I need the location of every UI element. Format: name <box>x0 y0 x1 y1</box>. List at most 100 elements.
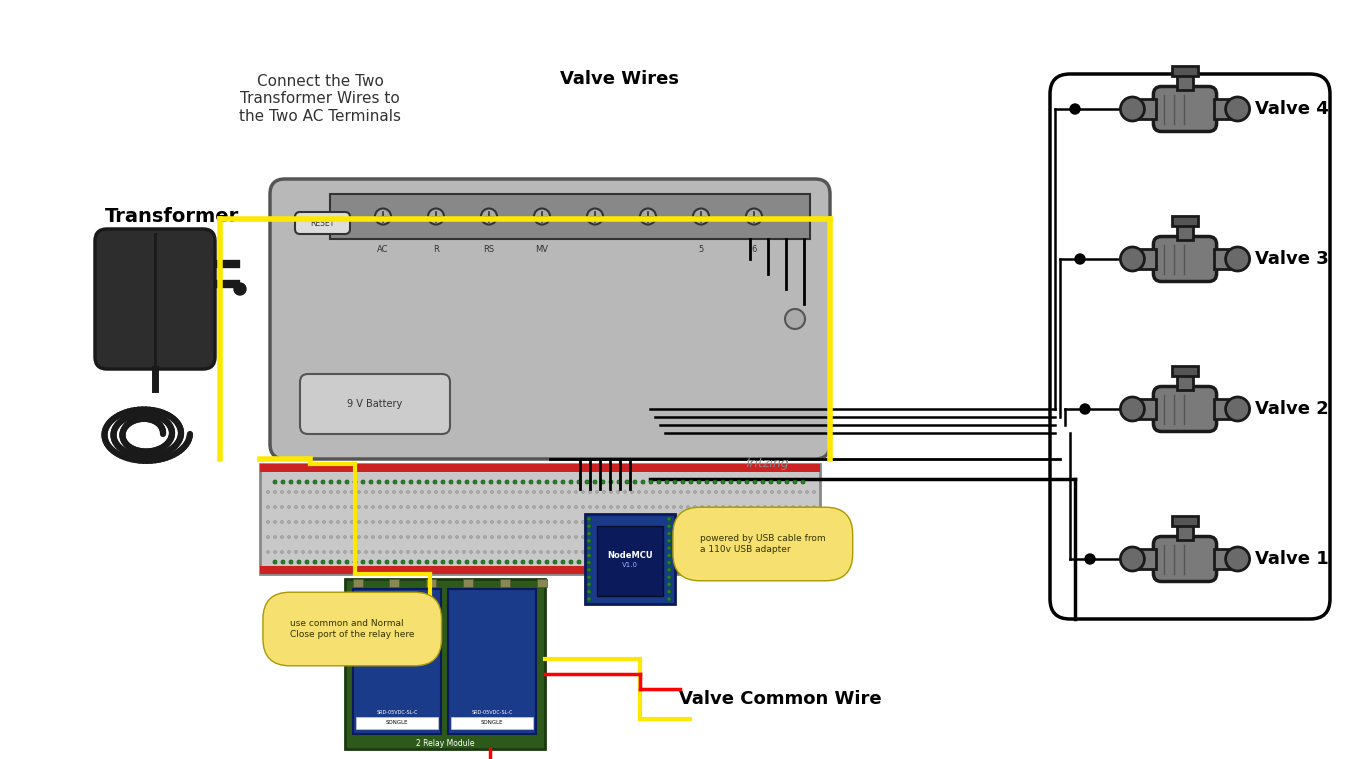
Circle shape <box>525 536 528 538</box>
Circle shape <box>665 505 669 509</box>
Circle shape <box>529 480 533 484</box>
Circle shape <box>421 536 423 538</box>
Circle shape <box>769 560 773 564</box>
Circle shape <box>434 550 437 553</box>
Circle shape <box>771 505 773 509</box>
Circle shape <box>330 536 332 538</box>
Circle shape <box>574 490 578 493</box>
Circle shape <box>673 560 677 564</box>
Circle shape <box>385 550 388 553</box>
Circle shape <box>784 536 787 538</box>
Circle shape <box>547 550 550 553</box>
Circle shape <box>657 480 661 484</box>
Circle shape <box>1121 397 1144 421</box>
Circle shape <box>345 560 349 564</box>
Circle shape <box>735 505 738 509</box>
Circle shape <box>449 560 453 564</box>
Bar <box>261 566 820 574</box>
Circle shape <box>323 505 326 509</box>
Circle shape <box>641 560 645 564</box>
Circle shape <box>645 550 647 553</box>
Circle shape <box>408 480 413 484</box>
Circle shape <box>588 539 592 543</box>
Circle shape <box>535 209 550 225</box>
Circle shape <box>665 521 669 524</box>
Circle shape <box>771 550 773 553</box>
Circle shape <box>301 521 304 524</box>
Circle shape <box>687 505 689 509</box>
Circle shape <box>372 521 375 524</box>
Text: Valve Wires: Valve Wires <box>560 70 680 88</box>
Circle shape <box>756 550 760 553</box>
Circle shape <box>582 521 585 524</box>
Circle shape <box>588 597 592 601</box>
Circle shape <box>1121 97 1144 121</box>
Circle shape <box>1080 404 1090 414</box>
Bar <box>356 717 438 729</box>
Circle shape <box>722 536 725 538</box>
Circle shape <box>337 505 339 509</box>
Circle shape <box>361 480 365 484</box>
Circle shape <box>749 536 753 538</box>
Circle shape <box>399 521 403 524</box>
Circle shape <box>266 521 270 524</box>
Text: SONGLE: SONGLE <box>385 720 408 726</box>
Circle shape <box>609 480 613 484</box>
Circle shape <box>722 521 725 524</box>
Circle shape <box>465 480 470 484</box>
Circle shape <box>588 568 592 572</box>
Circle shape <box>784 505 787 509</box>
FancyBboxPatch shape <box>1153 87 1217 131</box>
Circle shape <box>638 550 641 553</box>
Circle shape <box>365 505 368 509</box>
Circle shape <box>651 550 654 553</box>
Circle shape <box>764 550 767 553</box>
Circle shape <box>525 521 528 524</box>
Circle shape <box>589 505 592 509</box>
Circle shape <box>769 480 773 484</box>
Circle shape <box>308 550 312 553</box>
Circle shape <box>693 490 696 493</box>
Circle shape <box>281 550 284 553</box>
Circle shape <box>385 505 388 509</box>
Circle shape <box>582 505 585 509</box>
Circle shape <box>761 480 765 484</box>
Circle shape <box>668 524 670 528</box>
Circle shape <box>753 480 757 484</box>
Circle shape <box>742 505 745 509</box>
Circle shape <box>668 539 670 543</box>
Circle shape <box>505 521 508 524</box>
Circle shape <box>813 550 816 553</box>
Text: 2 Relay Module: 2 Relay Module <box>415 739 474 748</box>
Circle shape <box>476 536 479 538</box>
Circle shape <box>337 490 339 493</box>
Circle shape <box>546 480 550 484</box>
Circle shape <box>407 536 410 538</box>
Circle shape <box>673 490 676 493</box>
Circle shape <box>281 490 284 493</box>
Circle shape <box>729 490 731 493</box>
Circle shape <box>680 521 683 524</box>
Circle shape <box>673 521 676 524</box>
Circle shape <box>372 490 375 493</box>
Circle shape <box>433 480 437 484</box>
Circle shape <box>609 505 612 509</box>
Circle shape <box>505 505 508 509</box>
Circle shape <box>771 490 773 493</box>
Circle shape <box>350 521 354 524</box>
Circle shape <box>737 480 741 484</box>
Circle shape <box>470 536 472 538</box>
Bar <box>1172 216 1198 225</box>
Text: Valve 3: Valve 3 <box>1255 250 1329 268</box>
Circle shape <box>330 490 332 493</box>
Circle shape <box>778 521 780 524</box>
Circle shape <box>463 550 465 553</box>
Circle shape <box>577 560 581 564</box>
Circle shape <box>433 560 437 564</box>
Circle shape <box>658 521 661 524</box>
Circle shape <box>385 560 389 564</box>
Bar <box>1213 549 1236 569</box>
Circle shape <box>434 536 437 538</box>
Circle shape <box>449 490 452 493</box>
Circle shape <box>281 480 285 484</box>
